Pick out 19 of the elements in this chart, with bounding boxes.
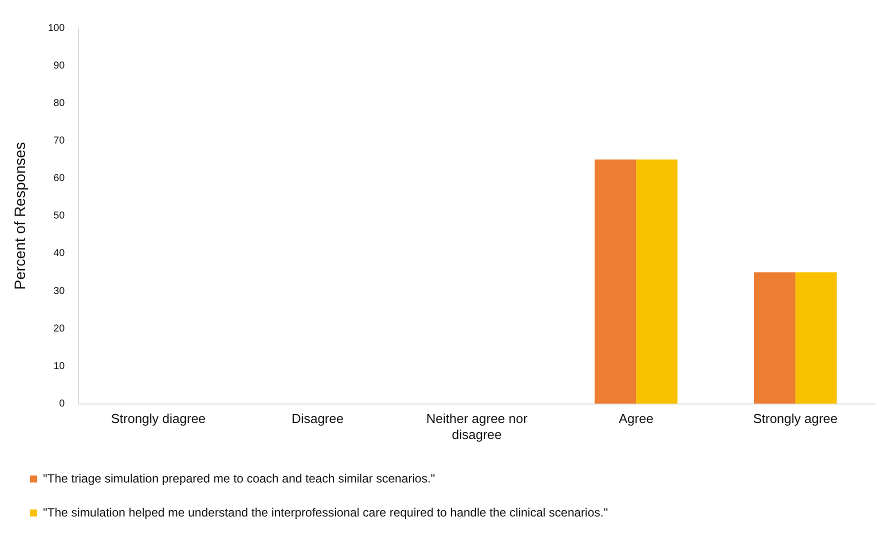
y-tick-label: 80 (54, 98, 66, 109)
y-tick-label: 50 (54, 210, 66, 222)
y-tick-label: 30 (54, 286, 66, 297)
y-tick-label: 100 (48, 22, 66, 34)
x-tick-label: Strongly diagree (110, 411, 206, 426)
y-tick-label: 40 (54, 248, 66, 260)
legend-label: "The triage simulation prepared me to coach and teach similar scenarios." (43, 471, 436, 486)
y-tick-label: 60 (54, 173, 66, 184)
y-axis-title: Percent of Responses (12, 142, 30, 290)
y-tick-label: 90 (54, 60, 66, 72)
x-tick-label: Strongly agree (753, 411, 838, 426)
x-tick-label: Neither agree nor disagree (426, 411, 528, 442)
legend-label: "The simulation helped me understand the interprofessional care required to handle the clinical scenarios." (43, 505, 608, 520)
x-tick-label: Agree (618, 411, 654, 426)
y-tick-label: 10 (54, 360, 66, 372)
y-tick-label: 0 (59, 398, 66, 410)
x-tick-label: Disagree (292, 411, 344, 426)
y-tick-label: 20 (54, 323, 66, 334)
y-tick-label: 70 (54, 135, 66, 146)
